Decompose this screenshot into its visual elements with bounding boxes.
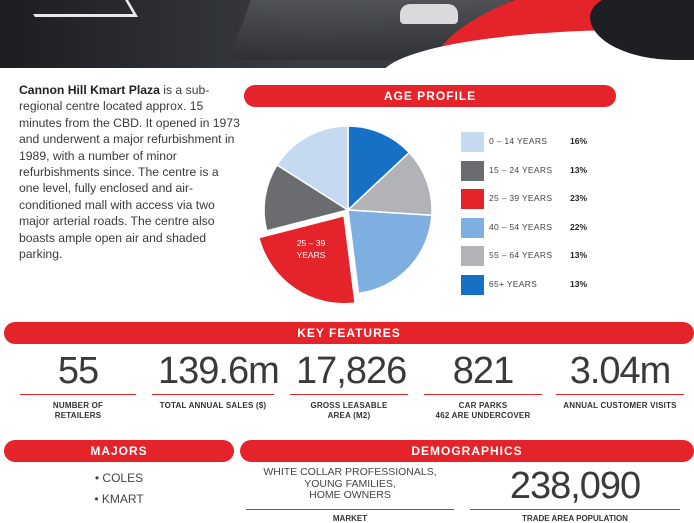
demographics-header: DEMOGRAPHICS: [240, 440, 694, 462]
demographics-title: DEMOGRAPHICS: [411, 444, 523, 458]
legend-swatch: [461, 132, 484, 152]
pie-slice: [257, 214, 356, 305]
stat-value: 17,826: [296, 350, 407, 392]
stat-customer-visits: 3.04m ANNUAL CUSTOMER VISITS: [556, 348, 684, 411]
legend-label: 25 – 39 YEARS: [489, 193, 553, 203]
stat-label: NUMBER OF RETAILERS: [20, 401, 136, 420]
legend-item: 15 – 24 YEARS 13%: [461, 160, 601, 189]
legend-swatch: [461, 217, 484, 238]
legend-item: 40 – 54 YEARS 22%: [461, 217, 601, 246]
age-legend: 0 – 14 YEARS 16% 15 – 24 YEARS 13% 25 – 39 Y…: [461, 131, 601, 302]
market-label: MARKET: [332, 514, 368, 523]
header-photo-band: [0, 0, 694, 90]
age-pie-chart: 25 – 39 YEARS: [257, 125, 433, 305]
age-profile-title: AGE PROFILE: [383, 89, 477, 103]
market-line: HOME OWNERS: [309, 489, 391, 501]
stat-rule: [290, 394, 408, 395]
market-line: WHITE COLLAR PROFESSIONALS,: [263, 466, 437, 478]
legend-item: 25 – 39 YEARS 23%: [461, 188, 601, 217]
majors-item: • COLES: [94, 471, 144, 485]
key-features-title: KEY FEATURES: [297, 326, 401, 340]
stat-value: 3.04m: [569, 350, 672, 392]
stat-car-parks: 821 CAR PARKS 462 ARE UNDERCOVER: [424, 348, 542, 420]
stat-label-line: TOTAL ANNUAL SALES ($): [159, 401, 267, 410]
stat-value: 55: [57, 350, 99, 392]
pie-slice-label: 25 – 39: [297, 238, 326, 248]
majors-item: • KMART: [94, 492, 144, 506]
legend-swatch: [461, 246, 484, 266]
legend-percent: 13%: [570, 278, 588, 289]
stat-retailers: 55 NUMBER OF RETAILERS: [20, 348, 136, 420]
stat-label-line: ANNUAL CUSTOMER VISITS: [563, 401, 677, 410]
legend-label: 65+ YEARS: [489, 278, 538, 289]
stat-label-line: CAR PARKS: [458, 401, 508, 410]
pie-slice: [347, 125, 411, 212]
stat-label: CAR PARKS 462 ARE UNDERCOVER: [424, 401, 542, 420]
stat-leasable-area: 17,826 GROSS LEASABLE AREA (M2): [290, 348, 408, 420]
pie-slice: [347, 209, 433, 295]
population-rule: [470, 509, 680, 510]
legend-percent: 16%: [570, 136, 588, 146]
legend-item: 65+ YEARS 13%: [461, 274, 601, 303]
market-rule: [246, 509, 454, 510]
legend-item: 0 – 14 YEARS 16%: [461, 131, 601, 160]
stat-rule: [20, 394, 136, 395]
stat-label-line: AREA (M2): [327, 410, 371, 420]
legend-percent: 23%: [570, 193, 588, 203]
key-features-header: KEY FEATURES: [4, 322, 694, 344]
population-value: 238,090: [509, 465, 641, 507]
legend-percent: 13%: [570, 164, 588, 175]
photo-car: [400, 4, 458, 24]
legend-percent: 22%: [570, 221, 588, 232]
legend-swatch: [461, 274, 484, 295]
pie-slice: [263, 163, 350, 232]
market-line: YOUNG FAMILIES,: [304, 477, 396, 490]
stat-label: TOTAL ANNUAL SALES ($): [152, 401, 274, 411]
stat-label-line: 462 ARE UNDERCOVER: [435, 410, 531, 420]
photo-light-strip: [25, 0, 138, 17]
legend-swatch: [461, 189, 484, 209]
stat-label-line: RETAILERS: [54, 410, 102, 420]
legend-label: 15 – 24 YEARS: [489, 164, 553, 175]
pie-slice: [276, 125, 349, 212]
stat-rule: [152, 394, 274, 395]
pie-slice: [346, 151, 433, 217]
stat-label: ANNUAL CUSTOMER VISITS: [556, 401, 684, 411]
intro-text: is a sub-regional centre located approx.…: [19, 83, 240, 262]
intro-paragraph: Cannon Hill Kmart Plaza is a sub-regiona…: [19, 82, 241, 262]
stat-label-line: NUMBER OF: [52, 401, 104, 410]
pie-slice-label: YEARS: [297, 250, 326, 260]
stat-label-line: GROSS LEASABLE: [310, 401, 388, 410]
legend-item: 55 – 64 YEARS 13%: [461, 245, 601, 274]
population-label: TRADE AREA POPULATION: [522, 514, 628, 523]
centre-name: Cannon Hill Kmart Plaza: [19, 83, 160, 97]
stat-value: 139.6m: [158, 350, 280, 392]
stat-rule: [424, 394, 542, 395]
legend-percent: 13%: [570, 250, 588, 260]
legend-label: 0 – 14 YEARS: [489, 136, 548, 146]
stat-rule: [556, 394, 684, 395]
majors-title: MAJORS: [90, 444, 148, 458]
legend-label: 55 – 64 YEARS: [489, 250, 553, 260]
stat-annual-sales: 139.6m TOTAL ANNUAL SALES ($): [152, 348, 280, 411]
majors-header: MAJORS: [4, 440, 234, 462]
legend-label: 40 – 54 YEARS: [489, 221, 553, 232]
market-description: WHITE COLLAR PROFESSIONALS, YOUNG FAMILI…: [244, 466, 456, 502]
age-profile-header: AGE PROFILE: [244, 85, 616, 107]
majors-list: • COLES • KMART: [4, 468, 234, 510]
stat-value: 821: [452, 350, 514, 392]
legend-swatch: [461, 160, 484, 181]
stat-label: GROSS LEASABLE AREA (M2): [290, 401, 408, 420]
